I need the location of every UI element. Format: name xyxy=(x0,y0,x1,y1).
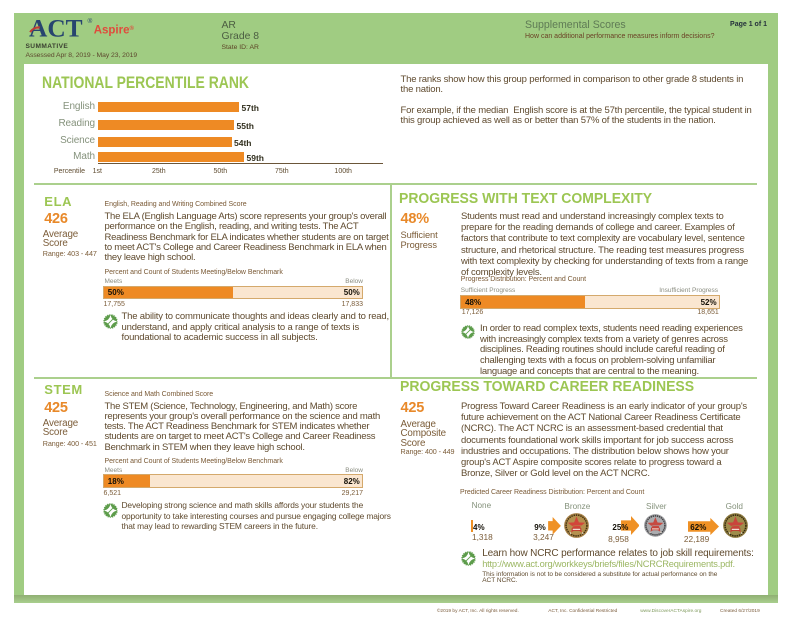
svg-text:ACT: ACT xyxy=(29,15,83,40)
svg-text:®: ® xyxy=(88,17,93,25)
